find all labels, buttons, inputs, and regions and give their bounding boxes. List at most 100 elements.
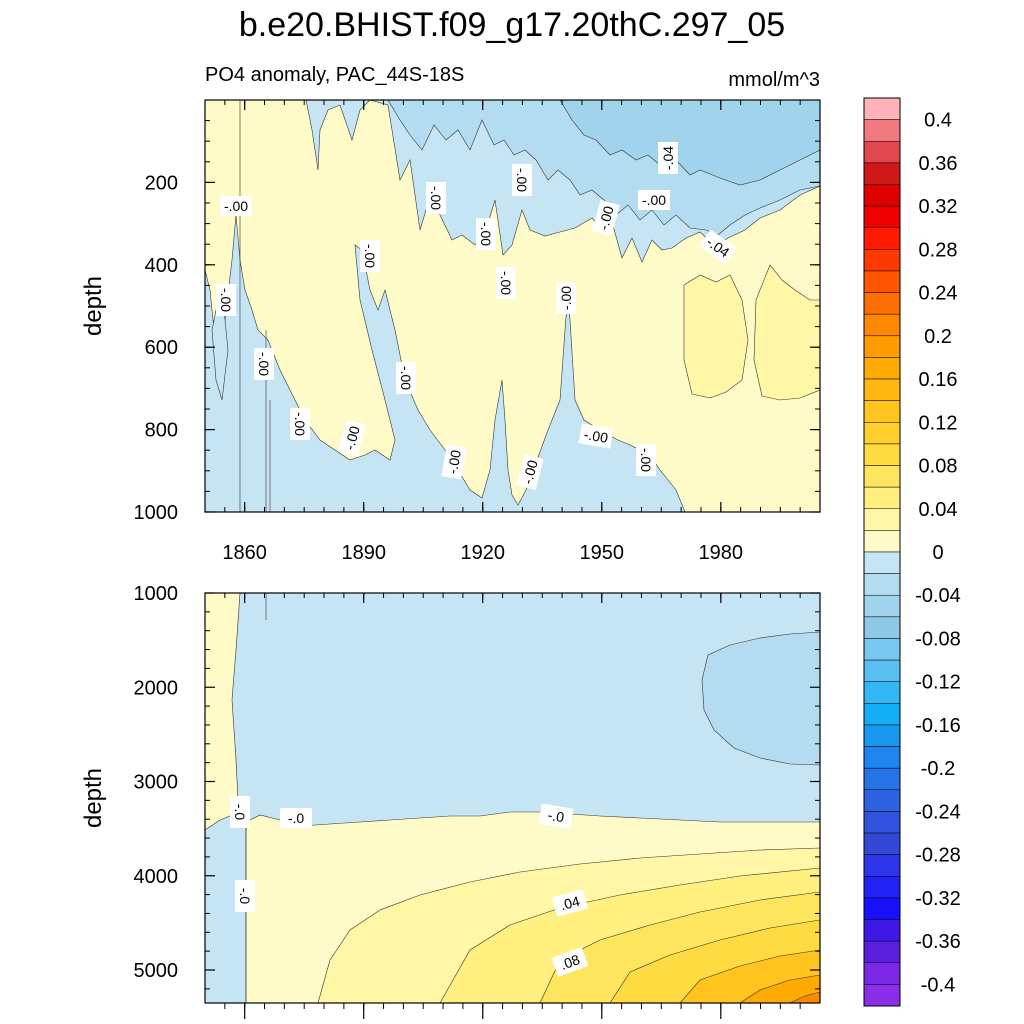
contour-label-bg bbox=[512, 164, 532, 196]
upper-surface-core bbox=[559, 100, 820, 186]
colorbar-label: -0.4 bbox=[921, 974, 955, 996]
colorbar-swatch bbox=[863, 594, 901, 618]
colorbar-label: 0.24 bbox=[919, 283, 958, 305]
contour-label: -.00 bbox=[338, 419, 366, 457]
contour-label-text: -.0 bbox=[237, 888, 253, 905]
colorbar-swatch bbox=[863, 378, 901, 401]
colorbar-label: 0.04 bbox=[919, 499, 958, 521]
contour-label: -.0 bbox=[538, 803, 574, 829]
colorbar-swatch bbox=[863, 962, 901, 985]
colorbar-label: 0.12 bbox=[919, 412, 958, 434]
upper-y-tick-label: 200 bbox=[145, 172, 178, 194]
colorbar-swatch bbox=[863, 919, 901, 942]
upper-x-tick-label: 1920 bbox=[460, 542, 505, 564]
upper-x-tick-label: 1890 bbox=[341, 542, 386, 564]
contour-label: -.00 bbox=[556, 282, 576, 314]
contour-label: -.04 bbox=[658, 142, 678, 174]
colorbar-swatch bbox=[863, 854, 901, 877]
contour-label-bg bbox=[280, 808, 312, 828]
chart-subtitle: PO4 anomaly, PAC_44S-18S bbox=[205, 64, 464, 86]
colorbar-swatch bbox=[863, 465, 901, 488]
contour-label-bg bbox=[216, 284, 236, 316]
colorbar-label: 0.28 bbox=[919, 239, 958, 261]
contour-label-bg bbox=[551, 947, 589, 977]
contour-label-text: -.04 bbox=[660, 146, 676, 170]
colorbar-swatch bbox=[863, 789, 901, 812]
upper-positive-core-1 bbox=[683, 274, 749, 399]
contour-label-bg bbox=[230, 796, 250, 828]
contour-label-text: -.00 bbox=[519, 458, 541, 486]
contour-label-text: -.00 bbox=[595, 204, 617, 232]
colorbar-swatch bbox=[863, 876, 901, 899]
colorbar-swatch bbox=[863, 551, 901, 574]
contour-label-bg bbox=[496, 267, 516, 299]
lower-x-axis bbox=[224, 593, 801, 1019]
colorbar-label: 0.2 bbox=[924, 326, 952, 348]
contour-label-bg bbox=[254, 348, 274, 380]
colorbar-swatch bbox=[863, 292, 901, 315]
contour-label-text: -.0 bbox=[232, 804, 248, 821]
colorbar-label: -0.32 bbox=[915, 888, 961, 910]
colorbar-swatch bbox=[863, 940, 901, 964]
contour-label-bg bbox=[220, 196, 252, 216]
contour-label: -.00 bbox=[638, 190, 670, 210]
colorbar-swatch bbox=[863, 659, 901, 682]
colorbar-swatch bbox=[863, 140, 901, 164]
contour-label-bg bbox=[556, 282, 576, 314]
colorbar-label: -0.28 bbox=[915, 845, 961, 867]
upper-y-tick-label: 1000 bbox=[134, 502, 179, 524]
contour-label-text: -.00 bbox=[638, 448, 654, 472]
chart-title: b.e20.BHIST.f09_g17.20thC.297_05 bbox=[239, 6, 785, 44]
colorbar-label: 0.4 bbox=[924, 110, 952, 132]
colorbar-swatch bbox=[863, 703, 901, 726]
colorbar-swatch bbox=[863, 616, 901, 639]
colorbar-swatch bbox=[863, 530, 901, 553]
upper-y-tick-label: 400 bbox=[145, 255, 178, 277]
lower-deep-band-6 bbox=[739, 974, 820, 1003]
contour-label-bg bbox=[396, 362, 416, 394]
contour-label-bg bbox=[426, 182, 446, 214]
contour-label-text: -.00 bbox=[583, 426, 610, 446]
contour-label: -.0 bbox=[280, 808, 312, 828]
contour-label-bg bbox=[476, 218, 496, 250]
contour-label-text: -.00 bbox=[498, 271, 514, 295]
colorbar-swatch bbox=[863, 335, 901, 358]
lower-y-tick-label: 3000 bbox=[134, 772, 179, 794]
colorbar-swatch bbox=[863, 184, 901, 207]
contour-label-bg bbox=[338, 419, 366, 457]
contour-label: -.00 bbox=[360, 240, 380, 272]
contour-label-bg bbox=[235, 880, 255, 912]
colorbar-swatch bbox=[863, 638, 901, 661]
contour-label: -.00 bbox=[592, 199, 620, 237]
colorbar-swatch bbox=[863, 357, 901, 380]
colorbar-label: -0.08 bbox=[915, 628, 961, 650]
colorbar-swatch bbox=[863, 162, 901, 185]
contour-label-text: -.00 bbox=[256, 352, 272, 376]
contour-label: -.00 bbox=[216, 284, 236, 316]
colorbar-swatch bbox=[863, 984, 901, 1007]
colorbar-swatch bbox=[863, 746, 901, 769]
contour-label-bg bbox=[578, 423, 614, 449]
lower-y-axis: 1000 2000 3000 4000 5000 bbox=[134, 583, 820, 990]
colorbar-swatch bbox=[863, 508, 901, 531]
contour-label-bg bbox=[592, 199, 620, 237]
contour-label-bg bbox=[538, 803, 574, 829]
colorbar-swatch bbox=[863, 249, 901, 272]
colorbar-swatch bbox=[863, 724, 901, 747]
colorbar-swatch bbox=[863, 422, 901, 445]
lower-negative-core bbox=[701, 631, 820, 766]
colorbar-swatch bbox=[863, 681, 901, 704]
colorbar-swatch bbox=[863, 767, 901, 791]
colorbar-label: -0.2 bbox=[921, 758, 955, 780]
colorbar-swatch bbox=[863, 227, 901, 250]
contour-label: -.00 bbox=[512, 164, 532, 196]
lower-deep-band-7 bbox=[789, 991, 820, 1003]
contour-label: -.00 bbox=[220, 196, 252, 216]
contour-label-bg bbox=[551, 889, 589, 917]
colorbar-label: -0.24 bbox=[915, 801, 961, 823]
contour-label: -.00 bbox=[441, 444, 467, 480]
contour-label: -.00 bbox=[396, 362, 416, 394]
contour-label-text: -.00 bbox=[642, 192, 666, 208]
contour-label-text: -.0 bbox=[547, 807, 566, 826]
